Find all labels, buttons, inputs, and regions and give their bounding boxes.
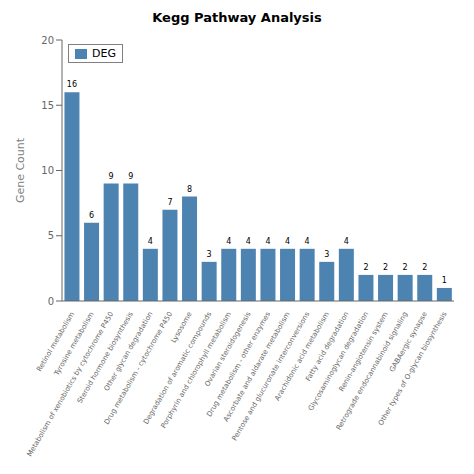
svg-text:4: 4: [344, 237, 349, 246]
svg-text:4: 4: [246, 237, 251, 246]
svg-text:16: 16: [67, 80, 77, 89]
svg-text:20: 20: [41, 35, 54, 46]
svg-text:Drug metabolism - cytochrome P: Drug metabolism - cytochrome P450: [103, 311, 174, 427]
svg-text:Retinol metabolism: Retinol metabolism: [35, 310, 77, 374]
svg-text:3: 3: [324, 250, 329, 259]
svg-text:1: 1: [442, 276, 447, 285]
svg-text:0: 0: [48, 296, 54, 307]
svg-text:3: 3: [207, 250, 212, 259]
svg-text:Other types of O-glycan biosyn: Other types of O-glycan biosynthesis: [377, 310, 449, 427]
svg-text:Other glycan degradation: Other glycan degradation: [102, 310, 155, 393]
svg-text:GABAergic synapse: GABAergic synapse: [387, 310, 429, 374]
svg-text:10: 10: [41, 165, 54, 176]
svg-text:Retrograde endocannabinoid sig: Retrograde endocannabinoid signaling: [335, 311, 410, 432]
svg-text:Steroid hormone biosynthesis: Steroid hormone biosynthesis: [75, 310, 135, 405]
svg-text:Tyrosine metabolism: Tyrosine metabolism: [52, 310, 96, 377]
svg-text:Degradation of aromatic compou: Degradation of aromatic compounds: [142, 310, 214, 426]
svg-text:Lysosome: Lysosome: [169, 310, 194, 345]
svg-text:4: 4: [305, 237, 310, 246]
svg-text:4: 4: [226, 237, 231, 246]
svg-text:8: 8: [187, 185, 192, 194]
svg-text:Drug metabolism - other enzyme: Drug metabolism - other enzymes: [205, 310, 273, 419]
svg-text:2: 2: [383, 263, 388, 272]
svg-text:4: 4: [265, 237, 270, 246]
svg-text:Ascorbate and aldarate metabol: Ascorbate and aldarate metabolism: [222, 310, 292, 424]
svg-text:5: 5: [48, 230, 54, 241]
svg-text:15: 15: [41, 100, 54, 111]
svg-text:4: 4: [148, 237, 153, 246]
svg-text:Arachidonic acid metabolism: Arachidonic acid metabolism: [273, 310, 331, 403]
svg-text:7: 7: [167, 198, 172, 207]
svg-text:2: 2: [422, 263, 427, 272]
svg-text:2: 2: [363, 263, 368, 272]
svg-text:9: 9: [109, 172, 114, 181]
svg-text:2: 2: [403, 263, 408, 272]
html-text:DEG: DEG: [92, 47, 116, 60]
svg-text:Fatty acid degradation: Fatty acid degradation: [304, 310, 351, 383]
svg-text:Pentose and glucuronate interc: Pentose and glucuronate interconversions: [231, 310, 312, 442]
svg-text:Glycosaminoglycan degradation: Glycosaminoglycan degradation: [306, 310, 371, 413]
svg-text:6: 6: [89, 211, 94, 220]
svg-text:Renin-angiotensin system: Renin-angiotensin system: [337, 310, 390, 393]
svg-text:Ovarian steroidogenesis: Ovarian steroidogenesis: [203, 310, 253, 388]
svg-text:Gene Count: Gene Count: [14, 137, 27, 203]
svg-text:Metabolism of xenobiotics by c: Metabolism of xenobiotics by cytochrome …: [26, 311, 116, 459]
svg-text:4: 4: [285, 237, 290, 246]
html-text:Kegg Pathway Analysis: Kegg Pathway Analysis: [152, 10, 322, 25]
svg-text:9: 9: [128, 172, 133, 181]
svg-text:Porphyrin and chlorophyll meta: Porphyrin and chlorophyll metabolism: [160, 310, 233, 429]
